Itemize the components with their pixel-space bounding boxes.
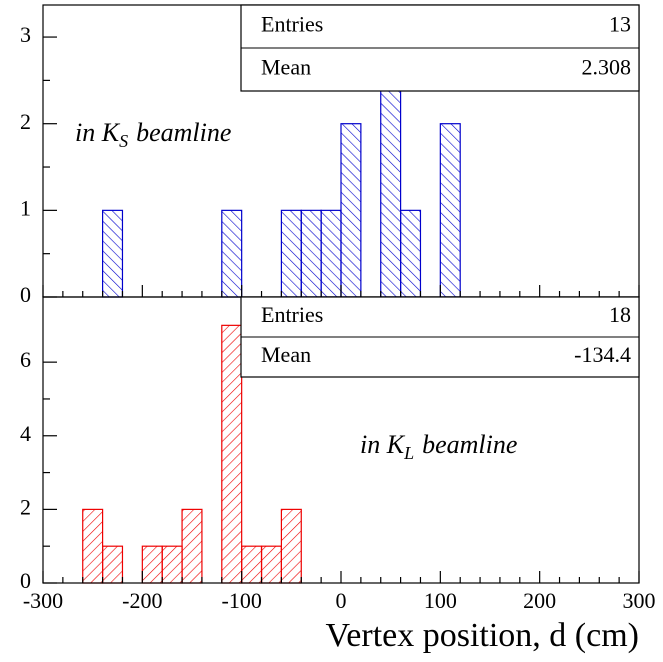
x-tick-label: -200 — [122, 588, 162, 613]
bar — [141, 545, 163, 584]
bar — [221, 324, 243, 584]
bar — [101, 209, 124, 298]
bar — [101, 545, 124, 584]
x-tick-label: -100 — [222, 588, 262, 613]
y-tick-label: 1 — [20, 195, 31, 220]
stats-value: 2.308 — [582, 55, 632, 80]
x-tick-label: 100 — [424, 588, 457, 613]
x-tick-label: 300 — [623, 588, 656, 613]
annotation: in KL beamline — [360, 430, 517, 463]
stats-label: Mean — [261, 342, 311, 367]
bar — [161, 545, 183, 584]
stats-label: Entries — [261, 12, 323, 37]
y-tick-label: 6 — [20, 347, 31, 372]
stats-label: Mean — [261, 55, 311, 80]
x-tick-label: 0 — [336, 588, 347, 613]
stats-label: Entries — [261, 302, 323, 327]
x-tick-label: 200 — [523, 588, 556, 613]
y-tick-label: 2 — [20, 109, 31, 134]
x-tick-label: -300 — [23, 588, 63, 613]
bar — [181, 508, 203, 584]
annotation-subscript: L — [403, 443, 414, 463]
bar — [241, 545, 263, 584]
y-tick-label: 2 — [20, 494, 31, 519]
stats-value: -134.4 — [574, 342, 631, 367]
bar — [221, 209, 243, 298]
annotation-rest: beamline — [422, 430, 517, 459]
bar — [320, 209, 342, 298]
bar — [82, 508, 104, 584]
annotation-subscript: S — [119, 131, 128, 151]
annotation-text: in K — [75, 118, 121, 147]
y-tick-label: 4 — [20, 421, 31, 446]
y-tick-label: 0 — [20, 282, 31, 307]
annotation: in KS beamline — [75, 118, 231, 151]
bar — [439, 123, 461, 298]
bar — [300, 209, 322, 298]
y-tick-label: 3 — [20, 22, 31, 47]
stats-value: 18 — [609, 302, 631, 327]
bar — [340, 123, 362, 298]
bar — [400, 209, 422, 298]
y-tick-label: 0 — [20, 568, 31, 593]
bar — [260, 545, 282, 584]
x-axis-label: Vertex position, d (cm) — [326, 617, 640, 654]
bar — [280, 209, 302, 298]
stats-value: 13 — [609, 12, 631, 37]
annotation-text: in K — [360, 430, 406, 459]
bar — [280, 508, 302, 584]
annotation-rest: beamline — [136, 118, 231, 147]
